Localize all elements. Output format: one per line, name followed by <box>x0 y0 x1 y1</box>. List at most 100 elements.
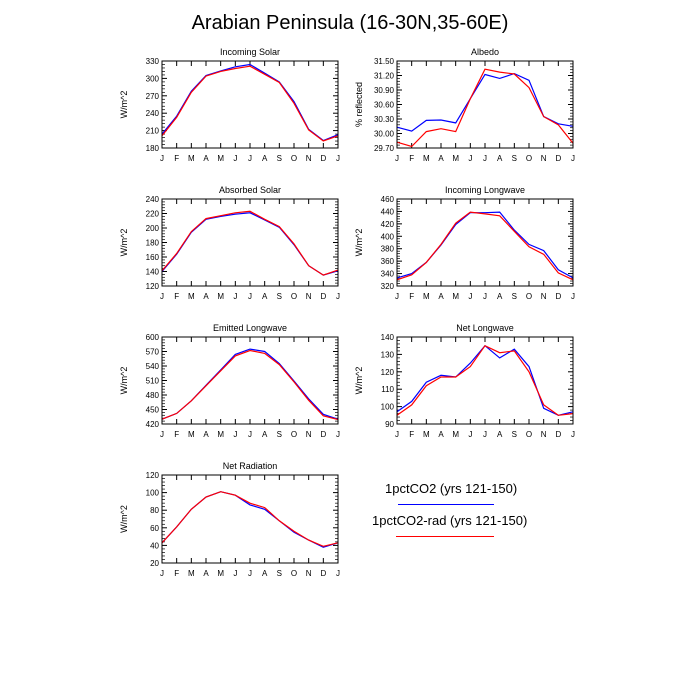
x-tick-label: J <box>395 292 399 301</box>
x-tick-label: J <box>395 154 399 163</box>
chart-title: Net Radiation <box>223 461 278 471</box>
chart-albedo: Albedo % reflected 29.70 30.00 30.30 30.60 30.… <box>354 47 575 163</box>
x-tick-label: F <box>174 569 179 578</box>
x-tick-label: J <box>233 154 237 163</box>
x-tick-label: J <box>233 292 237 301</box>
x-tick-label: M <box>217 569 224 578</box>
x-tick-label: D <box>320 569 326 578</box>
x-tick-label: J <box>233 430 237 439</box>
plot-frame <box>396 60 574 149</box>
x-tick-label: A <box>203 569 209 578</box>
y-tick-label: 140 <box>381 333 395 342</box>
y-tick-label: 29.70 <box>374 144 395 153</box>
x-tick-label: O <box>526 430 532 439</box>
series-line-1pctco2-rad <box>396 68 574 148</box>
x-tick-label: O <box>526 154 532 163</box>
x-tick-label: A <box>262 292 268 301</box>
x-tick-label: J <box>336 292 340 301</box>
x-tick-label: S <box>277 569 282 578</box>
y-tick-label: 420 <box>381 220 395 229</box>
y-tick-label: 130 <box>381 350 395 359</box>
chart-absorbed-solar: Absorbed Solar W/m^2 120 140 160 180 200 220 240… <box>119 185 340 301</box>
y-tick-label: 180 <box>146 144 160 153</box>
y-tick-label: 100 <box>146 489 160 498</box>
chart-title: Incoming Longwave <box>445 185 525 195</box>
x-tick-label: A <box>438 292 444 301</box>
chart-title: Net Longwave <box>456 323 514 333</box>
y-tick-label: 200 <box>146 224 160 233</box>
x-tick-label: N <box>541 154 547 163</box>
x-tick-label: A <box>203 154 209 163</box>
y-tick-label: 40 <box>150 541 159 550</box>
y-axis-label: W/m^2 <box>119 91 129 119</box>
x-tick-label: A <box>497 292 503 301</box>
plot-frame <box>161 198 339 287</box>
y-tick-label: 240 <box>146 195 160 204</box>
x-tick-label: O <box>291 569 297 578</box>
series-line-1pctco2 <box>161 348 339 420</box>
x-tick-label: O <box>291 430 297 439</box>
y-tick-label: 60 <box>150 524 159 533</box>
x-tick-label: S <box>512 292 517 301</box>
y-tick-label: 30.60 <box>374 101 395 110</box>
x-tick-label: A <box>203 430 209 439</box>
y-tick-label: 120 <box>146 282 160 291</box>
x-tick-label: S <box>277 430 282 439</box>
x-tick-label: J <box>248 569 252 578</box>
x-tick-label: F <box>409 154 414 163</box>
plot-frame <box>396 336 574 425</box>
x-tick-label: N <box>541 430 547 439</box>
x-tick-label: J <box>483 430 487 439</box>
y-tick-label: 210 <box>146 127 160 136</box>
x-tick-label: A <box>262 430 268 439</box>
y-axis-label: W/m^2 <box>354 367 364 395</box>
x-tick-label: O <box>291 154 297 163</box>
y-tick-label: 400 <box>381 232 395 241</box>
x-tick-label: D <box>320 292 326 301</box>
x-tick-label: S <box>277 154 282 163</box>
y-tick-label: 120 <box>381 368 395 377</box>
x-tick-label: J <box>248 430 252 439</box>
x-tick-label: J <box>571 154 575 163</box>
y-tick-label: 480 <box>146 391 160 400</box>
series-line-1pctco2-rad <box>396 211 574 281</box>
y-tick-label: 330 <box>146 57 160 66</box>
x-tick-label: S <box>277 292 282 301</box>
chart-incoming-longwave: Incoming Longwave W/m^2 320 340 360 380 400 420… <box>354 185 575 301</box>
x-tick-label: J <box>336 154 340 163</box>
x-tick-label: J <box>468 154 472 163</box>
y-axis-label: W/m^2 <box>354 229 364 257</box>
x-tick-label: M <box>217 154 224 163</box>
y-tick-label: 340 <box>381 270 395 279</box>
x-tick-label: J <box>483 154 487 163</box>
x-tick-label: J <box>160 154 164 163</box>
x-tick-label: D <box>320 430 326 439</box>
x-tick-label: M <box>452 292 459 301</box>
x-tick-label: M <box>423 292 430 301</box>
y-axis-label: W/m^2 <box>119 505 129 533</box>
y-tick-label: 110 <box>381 385 394 394</box>
series-line-1pctco2 <box>161 212 339 276</box>
x-tick-label: J <box>571 292 575 301</box>
x-tick-label: S <box>512 430 517 439</box>
series-line-1pctco2-rad <box>396 344 574 416</box>
y-tick-label: 380 <box>381 245 395 254</box>
x-tick-label: N <box>306 292 312 301</box>
x-tick-label: A <box>262 569 268 578</box>
legend-label-1pctco2: 1pctCO2 (yrs 121-150) <box>385 481 518 496</box>
x-tick-label: J <box>571 430 575 439</box>
x-tick-label: O <box>291 292 297 301</box>
chart-emitted-longwave: Emitted Longwave W/m^2 420 450 480 510 540 570 6… <box>119 323 340 439</box>
y-tick-label: 540 <box>146 362 160 371</box>
legend-line-1pctco2-rad <box>396 536 494 537</box>
x-tick-label: J <box>336 430 340 439</box>
x-tick-label: N <box>541 292 547 301</box>
x-tick-label: A <box>438 430 444 439</box>
page-title: Arabian Peninsula (16-30N,35-60E) <box>191 12 509 34</box>
y-tick-label: 30.90 <box>374 86 395 95</box>
x-tick-label: A <box>438 154 444 163</box>
y-tick-label: 31.50 <box>374 57 395 66</box>
x-tick-label: F <box>409 430 414 439</box>
